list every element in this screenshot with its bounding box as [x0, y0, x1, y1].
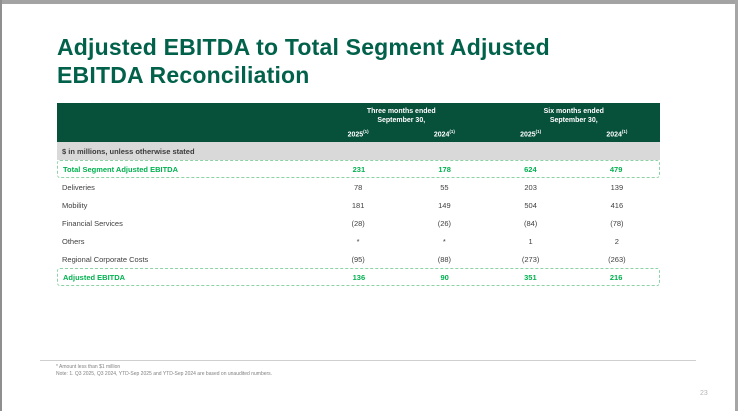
footnote-marker: (1): [621, 129, 628, 134]
window-right-border: [735, 0, 738, 411]
page-title: Adjusted EBITDA to Total Segment Adjuste…: [57, 33, 550, 89]
cell-value: 139: [610, 182, 624, 192]
cell-value: (88): [437, 254, 452, 264]
footnote-marker: (1): [535, 129, 542, 134]
year-header-6mo-2024: 2024(1): [574, 127, 660, 140]
year-header-row: 2025(1) 2024(1) 2025(1) 2024(1): [57, 127, 660, 140]
table-row-others: Others * * 1 2: [57, 232, 660, 251]
year-header-3mo-2025: 2025(1): [315, 127, 401, 140]
cell-value: *: [356, 236, 360, 246]
cell-value: 149: [438, 200, 451, 210]
table-row-regional-corporate-costs: Regional Corporate Costs (95) (88) (273)…: [57, 250, 660, 269]
cell-value: 479: [609, 164, 623, 174]
row-label: Mobility: [62, 200, 88, 210]
year-label: 2025: [347, 131, 364, 139]
cell-value: (26): [437, 218, 452, 228]
table-row-adjusted-ebitda: Adjusted EBITDA 136 90 351 216: [57, 268, 660, 287]
table-row-deliveries: Deliveries 78 55 203 139: [57, 178, 660, 197]
cell-value: 90: [440, 272, 449, 282]
cell-value: (263): [608, 254, 626, 264]
reconciliation-table: Three months ended September 30, Six mon…: [57, 103, 660, 287]
footnotes: * Amount less than $1 million Note: 1. Q…: [56, 364, 272, 377]
footnote-line-2: Note: 1. Q3 2025, Q3 2024, YTD-Sep 2025 …: [56, 370, 273, 377]
table-row-financial-services: Financial Services (28) (26) (84) (78): [57, 214, 660, 233]
table-row-mobility: Mobility 181 149 504 416: [57, 196, 660, 215]
cell-value: 203: [524, 182, 537, 192]
cell-value: 178: [438, 164, 451, 174]
table-header: Three months ended September 30, Six mon…: [57, 103, 660, 143]
row-label: Others: [62, 236, 85, 246]
cell-value: 2: [614, 236, 619, 246]
cell-value: 181: [351, 200, 365, 210]
header-spacer: [57, 127, 315, 140]
cell-value: 78: [353, 182, 363, 192]
window-left-border: [0, 0, 2, 411]
year-label: 2025: [520, 131, 536, 139]
row-label: Adjusted EBITDA: [63, 272, 126, 282]
table-row-total-segment-adjusted-ebitda: Total Segment Adjusted EBITDA 231 178 62…: [57, 160, 660, 179]
cell-value: (78): [610, 218, 624, 228]
footnote-marker: (1): [449, 129, 455, 134]
cell-value: 136: [352, 272, 366, 282]
header-spacer: [57, 107, 315, 125]
row-label: Financial Services: [62, 218, 123, 228]
footnote-line-1: * Amount less than $1 million: [56, 364, 121, 370]
cell-value: 55: [440, 182, 449, 192]
cell-value: 231: [352, 164, 366, 174]
window-top-border: [0, 0, 738, 4]
cell-value: (273): [521, 254, 540, 264]
row-label: Deliveries: [62, 182, 95, 192]
cell-value: 624: [524, 164, 537, 174]
row-label: Total Segment Adjusted EBITDA: [63, 164, 179, 174]
footnote-divider: [40, 360, 696, 361]
page-number: 23: [700, 390, 708, 397]
year-header-6mo-2025: 2025(1): [488, 127, 574, 140]
year-label: 2024: [433, 131, 450, 139]
cell-value: (95): [351, 254, 365, 264]
units-note-row: $ in millions, unless otherwise stated: [57, 142, 660, 161]
footnote-marker: (1): [363, 129, 369, 134]
units-note: $ in millions, unless otherwise stated: [62, 146, 195, 156]
cell-value: *: [442, 236, 446, 246]
cell-value: 416: [610, 200, 624, 210]
column-group-three-months: Three months ended September 30,: [366, 108, 436, 124]
cell-value: 504: [524, 200, 537, 210]
cell-value: 1: [528, 236, 533, 246]
cell-value: (28): [351, 218, 365, 228]
cell-value: 351: [524, 272, 537, 282]
year-label: 2024: [606, 131, 622, 139]
cell-value: (84): [523, 218, 538, 228]
row-label: Regional Corporate Costs: [62, 254, 149, 264]
column-group-row: Three months ended September 30, Six mon…: [57, 107, 660, 125]
cell-value: 216: [609, 272, 623, 282]
page-title-line-1: Adjusted EBITDA to Total Segment Adjuste…: [57, 34, 550, 60]
year-header-3mo-2024: 2024(1): [401, 127, 487, 140]
column-group-six-months: Six months ended September 30,: [543, 108, 604, 124]
page-title-line-2: EBITDA Reconciliation: [57, 62, 310, 88]
